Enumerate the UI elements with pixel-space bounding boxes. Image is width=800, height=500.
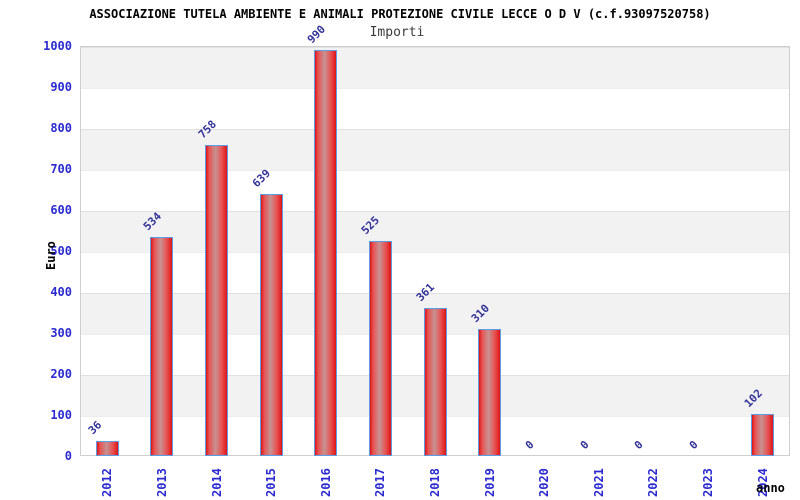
- bar-2024: [751, 414, 775, 456]
- bar-2019: [478, 328, 502, 456]
- bar-2014: [205, 145, 229, 456]
- bar-2012: [95, 441, 119, 456]
- y-tick-label: 700: [50, 162, 72, 176]
- y-tick-label: 600: [50, 203, 72, 217]
- bar-2013: [150, 237, 174, 456]
- y-tick-label: 500: [50, 244, 72, 258]
- x-tick-label-2014: 2014: [209, 468, 224, 497]
- y-tick-label: 100: [50, 408, 72, 422]
- y-tick-label: 800: [50, 121, 72, 135]
- x-tick-label-2020: 2020: [537, 468, 552, 497]
- y-tick-label: 900: [50, 80, 72, 94]
- x-tick-label-2018: 2018: [428, 468, 442, 497]
- bar-2016: [314, 50, 338, 456]
- x-tick-label-2016: 2016: [318, 468, 333, 497]
- x-tick-label-2017: 2017: [373, 468, 388, 497]
- chart-subtitle: Importi: [369, 25, 425, 40]
- x-tick-label-2022: 2022: [646, 468, 661, 497]
- bar-2015: [259, 194, 283, 456]
- x-tick-label-2013: 2013: [154, 468, 169, 497]
- x-tick-label-2015: 2015: [264, 468, 279, 497]
- y-tick-label: 0: [64, 449, 72, 463]
- y-axis-title: Euro: [44, 241, 58, 270]
- bar-2018: [423, 307, 447, 456]
- x-tick-label-2019: 2019: [482, 468, 497, 497]
- bar-2017: [368, 240, 392, 456]
- x-tick-label-2023: 2023: [701, 468, 716, 497]
- y-tick-label: 200: [50, 367, 72, 381]
- y-tick-label: 400: [50, 285, 72, 299]
- x-tick-label-2012: 2012: [100, 468, 115, 497]
- y-tick-label: 300: [50, 326, 72, 340]
- x-axis-title: anno: [756, 481, 785, 495]
- chart-title: ASSOCIAZIONE TUTELA AMBIENTE E ANIMALI P…: [89, 7, 711, 21]
- x-tick-label-2021: 2021: [591, 468, 606, 497]
- y-tick-label: 1000: [43, 39, 72, 53]
